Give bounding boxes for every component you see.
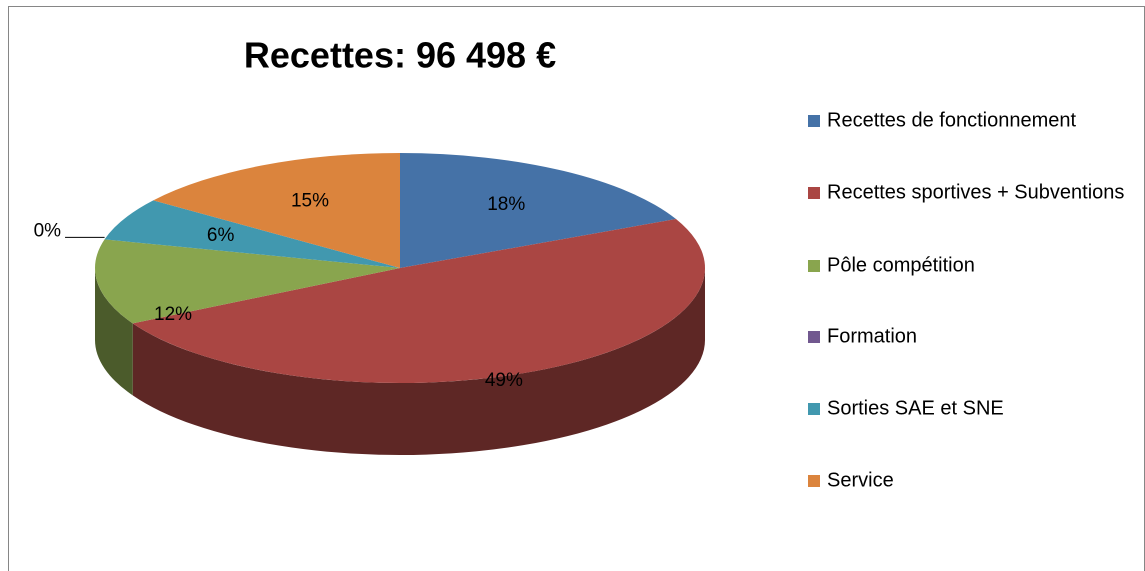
pie-slice-side — [95, 268, 133, 396]
legend-swatch — [808, 260, 820, 272]
legend-label: Service — [827, 469, 894, 491]
pie-slice-side — [132, 268, 706, 455]
pie-slice — [153, 153, 400, 268]
legend-swatch — [808, 187, 820, 199]
data-label: 0% — [34, 220, 62, 241]
data-label: 49% — [485, 370, 523, 391]
legend-swatch — [808, 475, 820, 487]
pie-slice — [400, 153, 676, 268]
legend-label: Recettes de fonctionnement — [827, 109, 1076, 131]
legend-swatch — [808, 403, 820, 415]
legend-label: Recettes sportives + Subventions — [827, 181, 1124, 203]
pie-slice — [104, 200, 400, 268]
pie-slice — [104, 239, 400, 268]
data-label: 18% — [487, 194, 525, 215]
chart-title: Recettes: 96 498 € — [244, 35, 556, 76]
legend-swatch — [808, 115, 820, 127]
legend-swatch — [808, 331, 820, 343]
data-label: 12% — [154, 304, 192, 325]
pie-slice — [95, 239, 401, 324]
data-label: 15% — [291, 190, 329, 211]
legend-label: Pôle compétition — [827, 254, 975, 276]
pie-slice — [132, 219, 705, 383]
data-label: 6% — [207, 225, 235, 246]
legend-label: Sorties SAE et SNE — [827, 397, 1004, 419]
legend-label: Formation — [827, 325, 917, 347]
